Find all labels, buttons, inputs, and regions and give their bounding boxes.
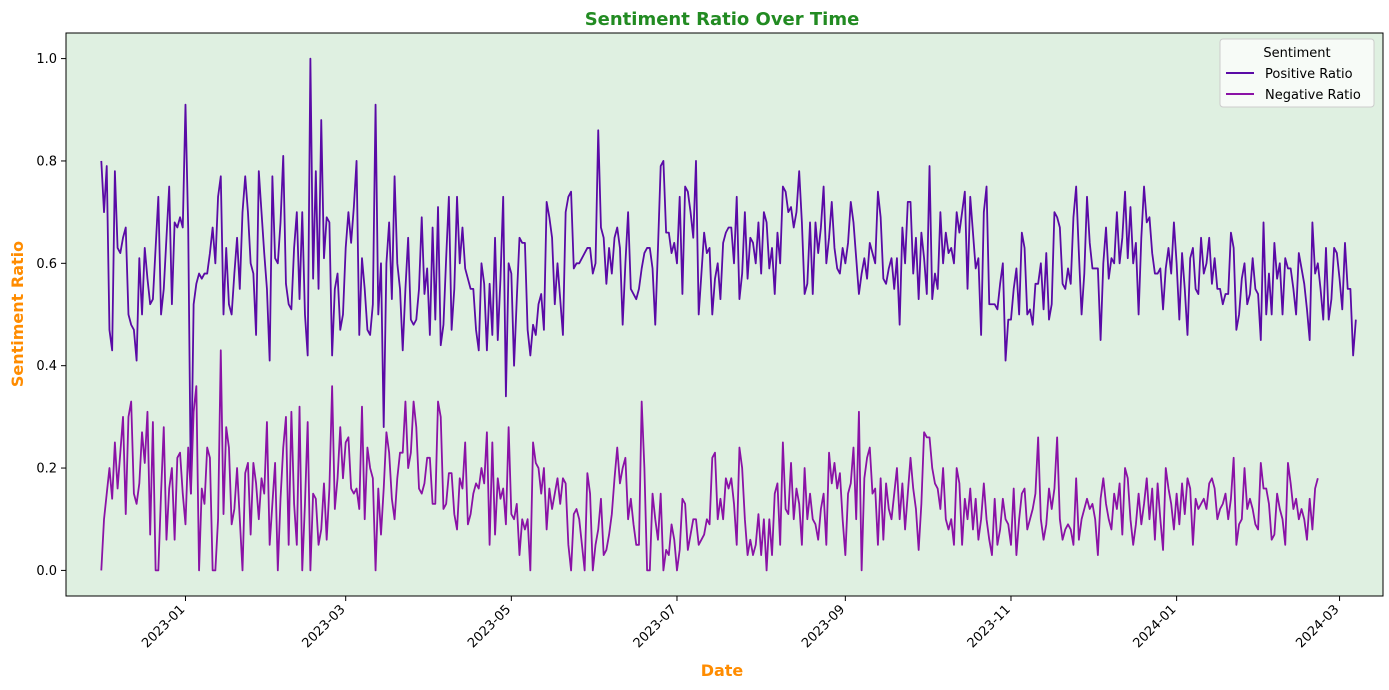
plot-frame [65,32,1384,597]
y-tick-label: 0.4 [36,359,57,374]
x-tick-label: 2023-07 [631,602,680,651]
x-tick-label: 2023-05 [465,602,514,651]
y-tick-label: 0.2 [36,462,57,477]
y-axis-title: Sentiment Ratio [8,241,27,387]
x-tick-label: 2024-03 [1293,602,1342,651]
legend-label-negative: Negative Ratio [1265,88,1361,103]
legend-box [1219,38,1375,108]
legend-title: Sentiment [1263,46,1330,61]
x-tick-label: 2023-11 [965,602,1014,651]
y-tick-label: 0.6 [36,257,57,272]
y-tick-label: 0.0 [36,564,57,579]
chart-title: Sentiment Ratio Over Time [585,9,860,30]
y-tick-label: 1.0 [36,52,57,67]
series-line-negative-ratio [100,349,1319,572]
y-axis: 0.0 0.2 0.4 0.6 0.8 1.0 [36,52,66,579]
x-axis-title: Date [701,661,744,680]
legend: Sentiment Positive Ratio Negative Ratio [1219,38,1375,108]
x-axis: 2023-01 2023-03 2023-05 2023-07 2023-09 2023-… [139,596,1342,651]
x-tick-label: 2023-03 [299,602,348,651]
x-tick-label: 2023-01 [139,602,188,651]
legend-label-positive: Positive Ratio [1265,67,1353,82]
x-tick-label: 2024-01 [1130,602,1179,651]
series-line-positive-ratio [100,57,1357,495]
y-tick-label: 0.8 [36,154,57,169]
x-tick-label: 2023-09 [799,602,848,651]
series-layer [100,57,1357,572]
